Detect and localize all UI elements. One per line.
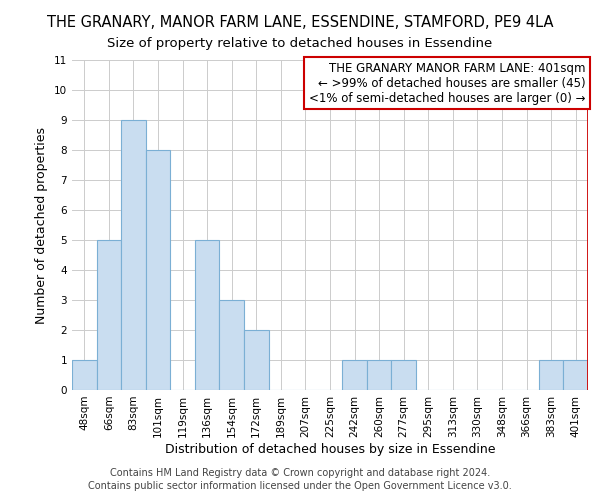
Text: THE GRANARY MANOR FARM LANE: 401sqm
← >99% of detached houses are smaller (45)
<: THE GRANARY MANOR FARM LANE: 401sqm ← >9… (309, 62, 586, 104)
Text: THE GRANARY, MANOR FARM LANE, ESSENDINE, STAMFORD, PE9 4LA: THE GRANARY, MANOR FARM LANE, ESSENDINE,… (47, 15, 553, 30)
Bar (244, 330, 269, 390)
Bar (342, 360, 367, 390)
Bar (195, 240, 220, 390)
Bar (367, 360, 391, 390)
Bar (563, 360, 588, 390)
Text: Size of property relative to detached houses in Essendine: Size of property relative to detached ho… (107, 38, 493, 51)
Text: Contains HM Land Registry data © Crown copyright and database right 2024.: Contains HM Land Registry data © Crown c… (110, 468, 490, 477)
Bar (97, 240, 121, 390)
Bar (220, 300, 244, 390)
Text: Contains public sector information licensed under the Open Government Licence v3: Contains public sector information licen… (88, 481, 512, 491)
Bar (539, 360, 563, 390)
Bar (72, 360, 97, 390)
Y-axis label: Number of detached properties: Number of detached properties (35, 126, 49, 324)
Bar (121, 120, 146, 390)
Bar (391, 360, 416, 390)
X-axis label: Distribution of detached houses by size in Essendine: Distribution of detached houses by size … (165, 442, 495, 456)
Bar (146, 150, 170, 390)
